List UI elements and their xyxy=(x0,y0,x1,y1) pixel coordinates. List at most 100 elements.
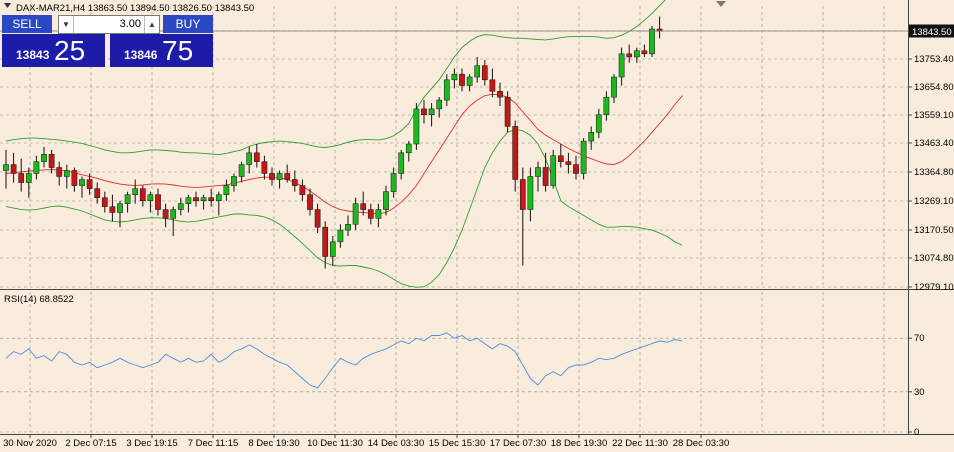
candle-bullish xyxy=(345,224,351,231)
candle-bearish xyxy=(322,226,329,257)
candle-bullish xyxy=(337,229,344,243)
candle-bullish xyxy=(428,108,435,115)
y-tick-label: 13364.80 xyxy=(914,167,954,178)
candle-bullish xyxy=(413,108,420,145)
candle-bullish xyxy=(383,191,389,210)
bollinger-lower-line xyxy=(5,128,683,288)
buy-price-prefix: 13846 xyxy=(124,48,158,62)
candle-bullish xyxy=(443,79,450,101)
candle-bullish xyxy=(611,76,617,98)
candle-bullish xyxy=(405,143,412,154)
candle-bearish xyxy=(573,164,579,174)
candle-bullish xyxy=(474,65,481,78)
candle-bullish xyxy=(603,96,610,115)
x-tick-label: 10 Dec 11:30 xyxy=(307,438,363,449)
x-tick-label: 30 Nov 2020 xyxy=(3,438,57,449)
y-tick-label: 13269.10 xyxy=(914,196,954,207)
candle-bullish xyxy=(580,140,587,174)
candle-bearish xyxy=(512,126,519,180)
rsi-tick-label: 30 xyxy=(914,387,925,398)
candle-bullish xyxy=(451,73,458,81)
x-tick-label: 22 Dec 11:30 xyxy=(612,438,668,449)
candle-bearish xyxy=(360,203,367,210)
moving-average-line xyxy=(5,93,683,215)
candle-bearish xyxy=(542,167,549,186)
candle-bullish xyxy=(132,188,139,195)
candle-bearish xyxy=(367,209,374,219)
candle-bearish xyxy=(481,65,488,81)
candle-bullish xyxy=(390,173,397,192)
candle-bullish xyxy=(79,179,85,186)
candle-bullish xyxy=(147,194,154,201)
candle-bullish xyxy=(117,203,123,213)
candle-bullish xyxy=(215,194,222,201)
candle-bullish xyxy=(3,164,9,171)
candle-bearish xyxy=(208,197,215,201)
candle-bearish xyxy=(71,170,78,186)
candle-bullish xyxy=(41,154,47,162)
candle-bearish xyxy=(101,197,108,207)
candle-bearish xyxy=(94,188,101,198)
candle-bullish xyxy=(276,173,283,180)
candle-bearish xyxy=(519,179,526,210)
rsi-tick-label: 0 xyxy=(914,427,919,438)
candle-bearish xyxy=(557,155,564,162)
candle-bullish xyxy=(33,161,40,174)
chevron-down-icon[interactable]: ▼ xyxy=(59,16,74,33)
chevron-down-icon xyxy=(4,3,11,8)
x-tick-label: 18 Dec 19:30 xyxy=(551,438,608,449)
candle-bearish xyxy=(641,50,648,55)
candle-bullish xyxy=(436,99,443,110)
candle-bearish xyxy=(10,164,17,174)
candle-bearish xyxy=(489,79,496,92)
y-tick-label: 13463.40 xyxy=(914,138,954,149)
candle-bullish xyxy=(246,152,253,165)
candle-bullish xyxy=(231,176,237,186)
candle-bullish xyxy=(633,50,640,58)
y-tick-label: 12979.10 xyxy=(914,282,954,293)
x-tick-label: 28 Dec 03:30 xyxy=(673,438,730,449)
x-tick-label: 7 Dec 11:15 xyxy=(188,438,239,449)
candle-bearish xyxy=(162,209,169,219)
x-tick-label: 3 Dec 19:15 xyxy=(126,438,177,449)
candle-bearish xyxy=(18,173,25,183)
candle-bearish xyxy=(291,179,298,186)
candle-bearish xyxy=(48,154,55,168)
one-click-trading-panel: SELL ▼ 3.00 ▲ BUY 13843 25 13846 75 xyxy=(2,15,213,67)
candle-bearish xyxy=(626,53,633,58)
lot-size-stepper[interactable]: ▼ 3.00 ▲ xyxy=(58,15,160,34)
chevron-up-icon[interactable]: ▲ xyxy=(144,16,159,33)
candle-bearish xyxy=(56,167,63,177)
candle-bullish xyxy=(588,132,595,142)
sell-price-button[interactable]: 13843 25 xyxy=(2,34,105,67)
candle-bearish xyxy=(193,197,199,201)
candle-bullish xyxy=(124,194,131,204)
candle-bullish xyxy=(329,241,336,257)
candle-bearish xyxy=(299,185,306,195)
rsi-line xyxy=(5,332,683,389)
y-tick-label: 13559.10 xyxy=(914,110,954,121)
rsi-tick-label: 70 xyxy=(914,333,925,344)
chart-title: DAX-MAR21,H4 13863.50 13894.50 13826.50 … xyxy=(16,3,254,14)
candle-bullish xyxy=(466,76,473,86)
buy-price-button[interactable]: 13846 75 xyxy=(110,34,213,67)
candle-bearish xyxy=(421,108,427,115)
candle-bearish xyxy=(155,194,161,210)
candle-bullish xyxy=(618,53,625,78)
candle-bullish xyxy=(352,203,359,225)
price-label-box xyxy=(909,24,954,38)
chart-shift-marker xyxy=(716,1,726,7)
buy-button[interactable]: BUY xyxy=(163,15,213,33)
bollinger-upper-line xyxy=(5,0,666,156)
sell-button[interactable]: SELL xyxy=(2,15,52,33)
rsi-title: RSI(14) 68.8522 xyxy=(4,294,74,305)
lot-size-value[interactable]: 3.00 xyxy=(119,18,141,30)
candle-bullish xyxy=(200,197,207,201)
buy-price-pips: 75 xyxy=(162,35,194,66)
candle-bearish xyxy=(284,173,291,180)
y-tick-label: 13170.50 xyxy=(914,225,954,236)
sell-price-pips: 25 xyxy=(54,35,86,66)
candle-bearish xyxy=(497,91,503,98)
